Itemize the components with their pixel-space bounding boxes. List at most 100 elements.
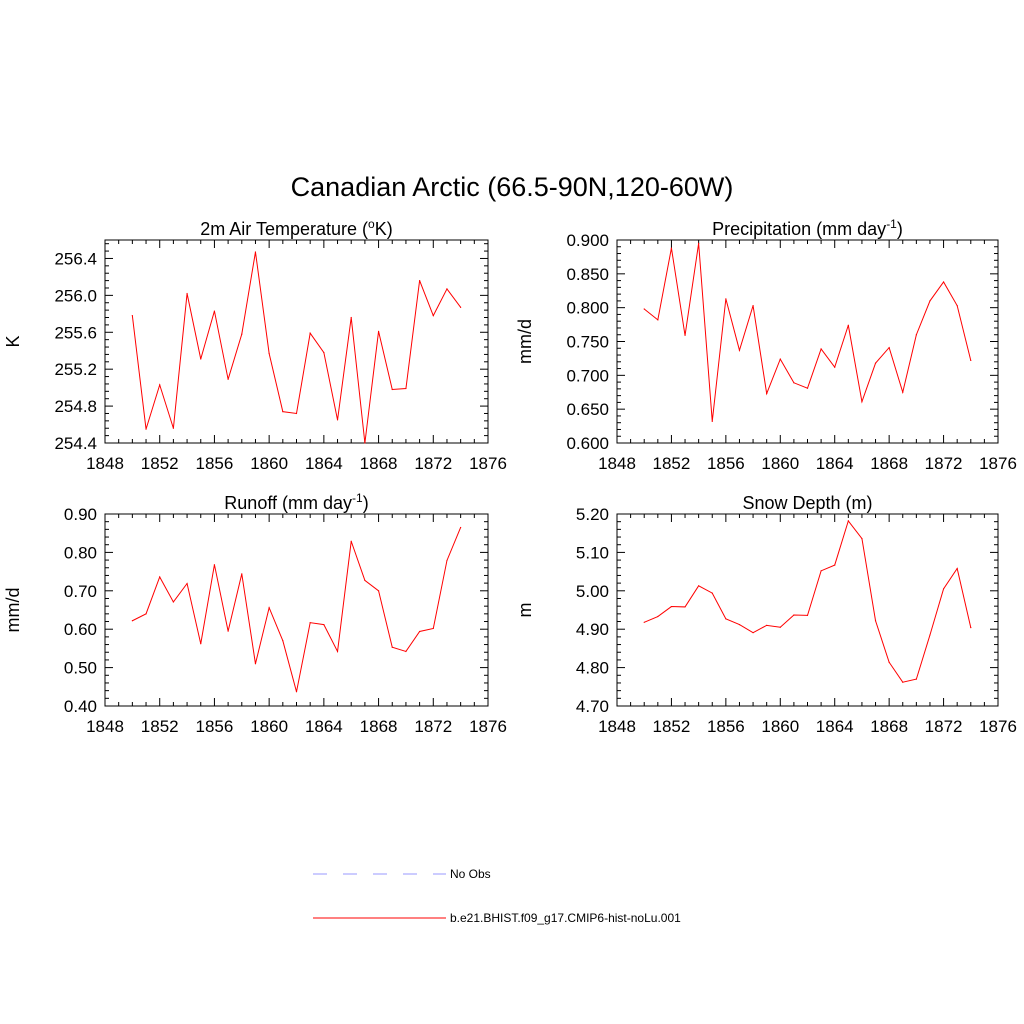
data-point: [268, 352, 270, 355]
y-axis-label: K: [3, 335, 23, 347]
panel-title-suffix: ): [897, 219, 903, 239]
data-point: [888, 346, 890, 349]
data-point: [364, 442, 366, 444]
data-point: [834, 366, 836, 368]
panel-title-suffix: ): [363, 493, 369, 513]
data-point: [929, 634, 931, 636]
y-tick-label: 254.8: [54, 397, 97, 416]
data-point: [131, 315, 133, 317]
data-point: [405, 387, 407, 390]
data-point: [145, 613, 147, 615]
plot-frame: [104, 513, 489, 707]
x-tick-label: 1876: [979, 454, 1017, 473]
data-point: [460, 306, 462, 308]
data-point: [172, 601, 174, 603]
y-tick-label: 0.40: [64, 697, 97, 716]
y-tick-label: 255.2: [54, 360, 97, 379]
legend-label-model: b.e21.BHIST.f09_g17.CMIP6-hist-noLu.001: [450, 911, 681, 925]
y-tick-label: 0.90: [64, 505, 97, 524]
data-point: [131, 620, 133, 622]
x-tick-label: 1856: [196, 454, 234, 473]
y-tick-label: 0.850: [566, 265, 609, 284]
panel-title-superscript: o: [368, 217, 375, 231]
x-tick-label: 1856: [707, 454, 745, 473]
data-point: [657, 615, 659, 618]
main-title: Canadian Arctic (66.5-90N,120-60W): [291, 172, 734, 202]
data-point: [186, 582, 188, 585]
data-point: [956, 305, 958, 307]
data-point: [295, 691, 298, 693]
panel-title-text: Runoff (mm day: [224, 493, 352, 513]
data-point: [806, 614, 809, 616]
y-tick-label: 256.0: [54, 286, 97, 305]
x-tick-label: 1872: [925, 454, 963, 473]
data-point: [309, 332, 311, 334]
data-point: [295, 412, 298, 415]
data-point: [902, 391, 904, 393]
x-tick-label: 1852: [653, 454, 691, 473]
x-tick-label: 1856: [707, 717, 745, 736]
x-tick-label: 1872: [414, 454, 452, 473]
panel-title-superscript: -1: [886, 217, 897, 231]
panel-title-superscript: -1: [352, 491, 363, 505]
panel-title-suffix: K): [375, 219, 393, 239]
data-point: [159, 384, 161, 386]
data-point: [657, 319, 659, 321]
data-point: [391, 388, 393, 391]
x-tick-label: 1864: [305, 717, 343, 736]
y-tick-label: 0.600: [566, 434, 609, 453]
data-point: [241, 573, 243, 575]
data-point: [806, 387, 809, 389]
y-tick-label: 256.4: [54, 249, 97, 268]
data-point: [350, 316, 352, 319]
data-point: [446, 288, 448, 290]
series-line: [643, 243, 972, 422]
data-point: [725, 298, 727, 300]
y-tick-label: 254.4: [54, 434, 97, 453]
data-point: [268, 607, 270, 609]
x-tick-label: 1856: [196, 717, 234, 736]
data-point: [725, 618, 727, 620]
data-point: [970, 627, 972, 629]
x-tick-label: 1864: [816, 717, 854, 736]
data-point: [752, 305, 754, 307]
data-point: [227, 378, 229, 380]
panel-title-text: Precipitation (mm day: [712, 219, 886, 239]
data-point: [432, 627, 434, 630]
data-point: [336, 419, 339, 421]
y-tick-label: 255.6: [54, 323, 97, 342]
panel-snow-depth: 1848 1852 1856 1860 1864 1868 1872 1876 4.70 4.80…: [515, 493, 1017, 736]
data-point: [350, 540, 352, 542]
x-tick-label: 1868: [360, 717, 398, 736]
x-tick-label: 1848: [598, 454, 636, 473]
y-tick-label: 0.50: [64, 659, 97, 678]
data-point: [738, 349, 741, 351]
data-point: [254, 251, 257, 253]
data-point: [779, 626, 781, 628]
data-point: [419, 280, 421, 282]
x-tick-label: 1848: [86, 717, 124, 736]
panel-air-temperature: 1848 1852 1856 1860 1864 1868 1872 1876 254.4 254…: [3, 217, 507, 473]
data-point: [213, 564, 216, 566]
data-point: [929, 300, 931, 302]
data-point: [446, 559, 448, 562]
data-point: [200, 643, 202, 645]
series-line: [132, 527, 462, 692]
data-point: [200, 358, 202, 360]
y-tick-label: 0.900: [566, 231, 609, 250]
data-point: [391, 646, 393, 648]
panel-title: 2m Air Temperature (oK): [200, 217, 392, 239]
data-point: [779, 358, 781, 360]
data-point: [282, 640, 284, 642]
data-point: [793, 382, 795, 384]
x-tick-label: 1852: [141, 454, 179, 473]
data-point: [956, 567, 958, 570]
y-tick-label: 5.00: [576, 582, 609, 601]
legend: No Obs b.e21.BHIST.f09_g17.CMIP6-hist-no…: [313, 867, 681, 925]
x-tick-label: 1868: [870, 454, 908, 473]
x-tick-label: 1868: [360, 454, 398, 473]
data-point: [915, 334, 917, 336]
data-point: [643, 621, 645, 623]
y-tick-label: 0.650: [566, 400, 609, 419]
